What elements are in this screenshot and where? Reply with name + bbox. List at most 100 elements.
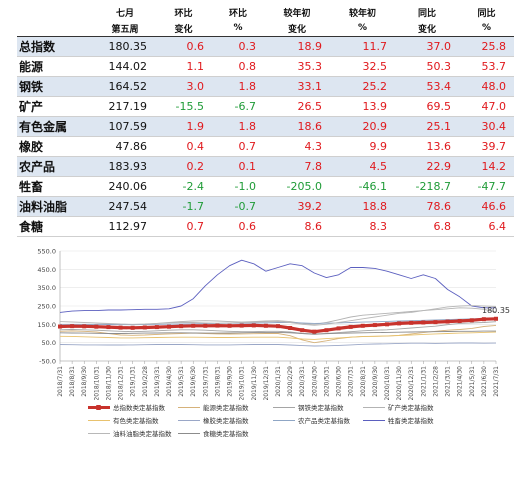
header-row-2: 第五周 变化 % 变化 % 变化 % (17, 20, 514, 37)
x-tick-label: 2019/9/30 (227, 366, 234, 397)
table-row: 食糖 112.97 0.7 0.6 8.6 8.3 6.8 6.4 (17, 216, 514, 237)
cell-ytd: 39.2 (264, 196, 330, 217)
x-tick-label: 2020/10/31 (384, 366, 391, 400)
header-cell: % (330, 20, 395, 37)
legend-item: 能源类定基指数 (178, 402, 249, 412)
series-marker (82, 324, 87, 329)
legend-label: 食糖类定基指数 (203, 430, 249, 438)
series-line (59, 330, 496, 335)
legend-item: 橡胶类定基指数 (178, 415, 249, 425)
x-axis: 2018/7/31 2018/8/31 2018/9/30 2018/10/31 201… (57, 360, 500, 400)
row-name: 农产品 (17, 156, 95, 177)
series-marker (58, 324, 62, 329)
x-tick-label: 2021/4/30 (457, 366, 464, 397)
header-cell: 环比 (228, 8, 247, 19)
cell-wow: 3.0 (155, 76, 212, 97)
series-marker (385, 322, 389, 327)
legend-swatch (363, 419, 385, 421)
cell-wow-pct: 0.3 (212, 36, 264, 57)
cell-val: 47.86 (95, 136, 155, 157)
header-cell: 变化 (264, 20, 330, 37)
row-name: 食糖 (17, 216, 95, 237)
y-tick-label: -50.0 (39, 358, 56, 366)
cell-ytd-pct: 13.9 (330, 96, 395, 117)
cell-val: 180.35 (95, 36, 155, 57)
cell-wow: 0.7 (155, 216, 212, 237)
legend-swatch (88, 419, 110, 421)
y-tick-label: 250.0 (37, 303, 56, 311)
cell-wow: -15.5 (155, 96, 212, 117)
x-tick-label: 2019/11/30 (251, 366, 258, 400)
cell-wow: 0.2 (155, 156, 212, 177)
table-body: 总指数 180.35 0.6 0.3 18.9 11.7 37.0 25.8 能源 144.02 1… (17, 36, 514, 237)
cell-ytd-pct: 9.9 (330, 136, 395, 157)
x-tick-label: 2019/1/31 (130, 366, 137, 397)
x-tick-label: 2021/1/31 (420, 366, 427, 397)
table-row: 有色金属 107.59 1.9 1.8 18.6 20.9 25.1 30.4 (17, 116, 514, 137)
series-marker (348, 324, 353, 329)
cell-ytd: 26.5 (264, 96, 330, 117)
series-marker (457, 319, 462, 324)
x-tick-label: 2018/9/30 (81, 366, 88, 397)
cell-ytd: 7.8 (264, 156, 330, 177)
cell-ytd: 4.3 (264, 136, 330, 157)
series-marker (142, 325, 147, 330)
series-marker (312, 329, 317, 334)
legend-label: 农产品类定基指数 (298, 417, 350, 425)
cell-wow: 0.6 (155, 36, 212, 57)
cell-ytd-pct: 11.7 (330, 36, 395, 57)
cell-yoy-pct: 6.4 (459, 216, 514, 237)
cell-yoy-pct: 14.2 (459, 156, 514, 177)
cell-ytd: 33.1 (264, 76, 330, 97)
x-tick-label: 2019/8/31 (214, 366, 221, 397)
x-tick-label: 2021/5/31 (469, 366, 476, 397)
legend-item: 钢铁类定基指数 (273, 402, 344, 412)
cell-val: 247.54 (95, 196, 155, 217)
y-tick-label: 450.0 (37, 266, 56, 274)
cell-yoy-pct: 48.0 (459, 76, 514, 97)
cell-ytd-pct: 4.5 (330, 156, 395, 177)
series-line (59, 259, 496, 313)
legend-swatch (178, 406, 200, 408)
x-tick-label: 2019/7/31 (202, 366, 209, 397)
x-tick-label: 2021/3/31 (445, 366, 452, 397)
series-marker (263, 323, 268, 328)
series-line (59, 331, 497, 340)
header-cell: 同比 (417, 8, 436, 19)
cell-val: 144.02 (95, 56, 155, 77)
legend-swatch (273, 419, 295, 421)
cell-yoy-pct: 47.0 (459, 96, 514, 117)
x-tick-label: 2020/9/30 (372, 366, 379, 397)
header-cell: 变化 (395, 20, 459, 37)
series-marker (130, 325, 135, 330)
row-name: 钢铁 (17, 76, 95, 97)
cell-ytd: 18.9 (264, 36, 330, 57)
cell-wow-pct: 0.6 (212, 216, 264, 237)
cell-wow: 0.4 (155, 136, 212, 157)
cell-yoy: -218.7 (395, 176, 459, 197)
cell-ytd: -205.0 (264, 176, 330, 197)
series-marker (215, 323, 220, 328)
legend-item: 总指数类定基指数 (88, 402, 165, 412)
series-marker (118, 325, 123, 330)
series-marker (106, 325, 111, 330)
series-marker (94, 324, 99, 329)
series-marker (397, 321, 402, 326)
cell-ytd: 18.6 (264, 116, 330, 137)
cell-yoy-pct: 39.7 (459, 136, 514, 157)
y-axis: 550.0 450.0 350.0 250.0 150.0 50.0 -50.0 (37, 248, 61, 366)
series-line (59, 324, 497, 344)
cell-yoy: 22.9 (395, 156, 459, 177)
cell-wow-pct: -1.0 (212, 176, 264, 197)
series-marker (469, 318, 474, 323)
x-tick-label: 2021/7/31 (493, 366, 500, 397)
row-name: 能源 (17, 56, 95, 77)
cell-yoy-pct: 25.8 (459, 36, 514, 57)
cell-yoy: 37.0 (395, 36, 459, 57)
x-tick-label: 2020/5/31 (323, 366, 330, 397)
cell-ytd-pct: 25.2 (330, 76, 395, 97)
series-marker (421, 320, 426, 325)
series-marker (239, 323, 244, 328)
legend-label: 钢铁类定基指数 (298, 404, 344, 412)
legend-swatch (178, 419, 200, 421)
